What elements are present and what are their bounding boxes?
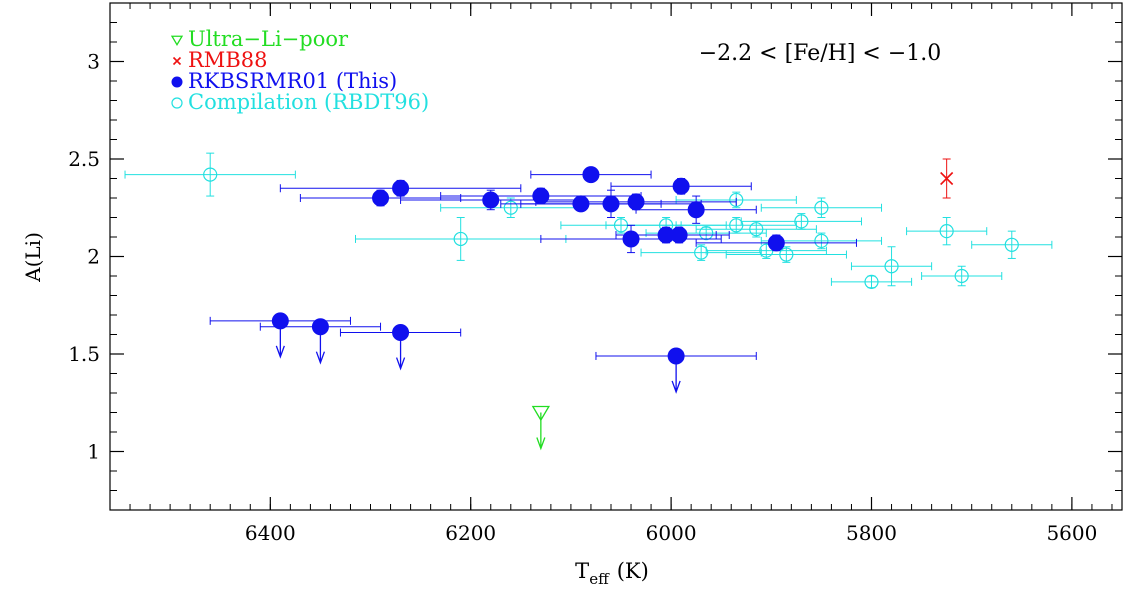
point-marker bbox=[729, 218, 744, 233]
x-axis-label-main: T bbox=[575, 559, 589, 583]
data-point bbox=[259, 318, 382, 365]
legend-entry: Ultra−Li−poor bbox=[170, 27, 349, 51]
legend-label: Ultra−Li−poor bbox=[188, 27, 349, 51]
y-tick-label: 1 bbox=[87, 440, 100, 464]
data-point bbox=[971, 230, 1053, 259]
point-marker bbox=[582, 166, 600, 184]
point-marker bbox=[602, 195, 620, 213]
data-point bbox=[400, 189, 582, 211]
data-marks bbox=[124, 152, 1053, 451]
point-marker bbox=[453, 231, 468, 247]
x-axis-label: Teff (K) bbox=[575, 559, 649, 588]
data-point bbox=[850, 246, 933, 287]
point-marker bbox=[779, 247, 794, 262]
data-point bbox=[675, 217, 797, 234]
point-marker bbox=[767, 234, 785, 252]
data-point bbox=[279, 179, 522, 197]
data-point bbox=[906, 217, 988, 246]
point-marker bbox=[372, 189, 390, 207]
data-point bbox=[124, 152, 296, 197]
legend-label: Compilation (RBDT96) bbox=[188, 90, 429, 114]
data-point bbox=[705, 242, 827, 259]
point-marker bbox=[794, 214, 809, 229]
data-point bbox=[540, 224, 722, 254]
upper-limit-arrow bbox=[315, 326, 326, 365]
legend-entry: RMB88 bbox=[172, 48, 267, 72]
x-tick-label: 5800 bbox=[846, 521, 897, 545]
data-point bbox=[830, 274, 913, 289]
point-marker bbox=[687, 201, 705, 219]
legend-marker bbox=[170, 35, 184, 47]
point-marker bbox=[864, 274, 879, 289]
data-point bbox=[610, 177, 752, 195]
x-axis-label-unit: (K) bbox=[617, 559, 649, 583]
point-marker bbox=[503, 200, 518, 215]
legend-entry: Compilation (RBDT96) bbox=[171, 90, 429, 114]
data-point bbox=[695, 234, 857, 252]
data-point bbox=[354, 217, 567, 261]
data-point bbox=[209, 312, 351, 359]
x-tick-label: 5600 bbox=[1046, 521, 1097, 545]
data-point bbox=[640, 244, 762, 261]
y-axis-label: A(Li) bbox=[21, 232, 45, 283]
legend-marker bbox=[171, 97, 183, 109]
point-marker bbox=[954, 268, 969, 284]
point-marker bbox=[622, 230, 640, 248]
point-marker bbox=[694, 245, 709, 260]
point-marker bbox=[814, 200, 829, 215]
axes: 6400 6200 6000 5800 5600 1 1.5 2 2.5 3 bbox=[68, 2, 1123, 545]
x-tick-label: 6200 bbox=[445, 521, 496, 545]
point-marker bbox=[1004, 237, 1019, 252]
point-marker bbox=[699, 226, 714, 241]
point-marker bbox=[531, 405, 550, 422]
series-rkbsrmr01-this- bbox=[209, 166, 857, 394]
legend-entry: RKBSRMR01 (This) bbox=[171, 69, 397, 93]
y-tick-label: 2.5 bbox=[68, 147, 100, 171]
point-marker bbox=[884, 259, 899, 274]
point-marker bbox=[392, 179, 410, 197]
series-ultra-li-poor bbox=[531, 405, 550, 451]
legend-label: RMB88 bbox=[188, 48, 267, 72]
y-tick-label: 2 bbox=[87, 245, 100, 269]
data-point bbox=[520, 189, 702, 218]
upper-limit-arrow bbox=[536, 412, 546, 451]
legend-marker bbox=[171, 76, 183, 88]
point-marker bbox=[940, 171, 954, 186]
point-marker bbox=[672, 177, 690, 195]
data-point bbox=[635, 195, 757, 224]
y-tick-label: 1.5 bbox=[68, 342, 100, 366]
data-point bbox=[299, 189, 462, 207]
data-point bbox=[535, 193, 737, 211]
data-point bbox=[595, 347, 757, 394]
point-marker bbox=[203, 167, 218, 182]
x-axis-label-subscript: eff bbox=[589, 570, 610, 588]
series-rmb88 bbox=[940, 158, 954, 199]
point-marker bbox=[670, 226, 688, 244]
point-marker bbox=[482, 191, 500, 209]
data-point bbox=[760, 197, 883, 218]
point-marker bbox=[814, 233, 829, 248]
point-marker bbox=[749, 222, 764, 237]
data-point bbox=[921, 265, 1003, 287]
data-point bbox=[530, 166, 652, 184]
x-tick-label: 6400 bbox=[245, 521, 296, 545]
upper-limit-arrow bbox=[671, 355, 681, 394]
data-point bbox=[940, 158, 954, 199]
legend-label: RKBSRMR01 (This) bbox=[188, 69, 397, 93]
upper-limit-arrow bbox=[395, 332, 406, 371]
fe-h-range-annotation: −2.2 < [Fe/H] < −1.0 bbox=[699, 41, 942, 66]
y-tick-label: 3 bbox=[87, 50, 100, 74]
data-point bbox=[531, 405, 550, 451]
data-point bbox=[628, 226, 730, 244]
x-tick-label: 6000 bbox=[646, 521, 697, 545]
point-marker bbox=[729, 192, 744, 208]
data-point bbox=[440, 197, 582, 218]
data-point bbox=[740, 213, 862, 230]
legend-marker bbox=[172, 56, 182, 66]
data-point bbox=[725, 246, 847, 263]
data-point bbox=[339, 324, 462, 371]
point-marker bbox=[939, 224, 954, 239]
